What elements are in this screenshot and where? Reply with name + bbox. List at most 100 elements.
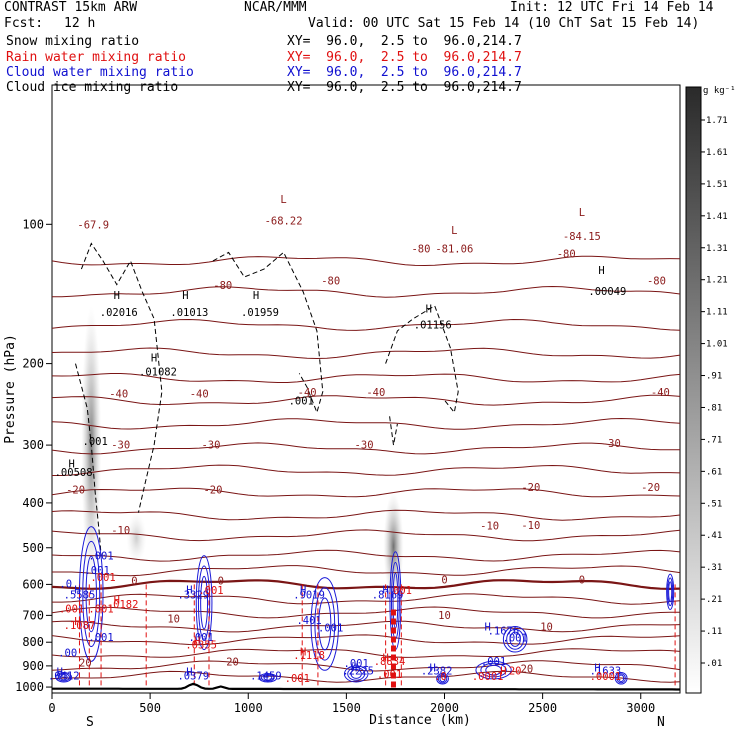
snow-ice-label-9: .00049 bbox=[588, 286, 626, 298]
rain-label-0: .001 bbox=[90, 572, 115, 584]
y-tick-label-2: 300 bbox=[22, 438, 44, 452]
y-tick-label-4: 500 bbox=[22, 541, 44, 555]
cloud-water-label-15: .00 bbox=[58, 648, 77, 660]
colorbar bbox=[685, 86, 702, 694]
colorbar-unit: g kg⁻¹ bbox=[703, 86, 736, 96]
snow-ice-label-0: H bbox=[114, 290, 120, 302]
snow-ice-label-6: H bbox=[426, 303, 432, 315]
colorbar-label-0: 1.71 bbox=[706, 116, 728, 126]
temperature-contour-1 bbox=[52, 285, 680, 298]
cloud-water-label-23: .1459 bbox=[250, 670, 282, 682]
snow-ice-label-10: H bbox=[151, 353, 157, 365]
temperature-label-17: -30 bbox=[111, 439, 130, 451]
temperature-label-36: 20 bbox=[226, 656, 239, 668]
plot-area bbox=[51, 84, 681, 694]
x-tick-label-5: 2500 bbox=[528, 701, 557, 715]
cloudwater-contour-0-2 bbox=[85, 555, 97, 633]
temperature-label-34: 10 bbox=[540, 622, 553, 634]
colorbar-label-14: .31 bbox=[706, 563, 722, 573]
temperature-contour-12 bbox=[52, 549, 680, 562]
ice-contour-2 bbox=[212, 251, 324, 414]
temperature-label-23: -20 bbox=[521, 482, 540, 494]
temperature-contour-15 bbox=[52, 593, 680, 605]
cloudwater-contour-7-0 bbox=[343, 665, 369, 683]
plot-content bbox=[52, 242, 680, 691]
colorbar-label-3: 1.41 bbox=[706, 212, 728, 222]
temperature-label-26: -10 bbox=[480, 521, 499, 533]
cloudwater-contour-2-1 bbox=[314, 587, 336, 661]
cloudwater-contour-9-2 bbox=[59, 674, 68, 681]
cloudwater-contour-5-2 bbox=[485, 664, 502, 676]
contour-labels: -67.9 L -68.22 L -81.06 L -84.15 -80 -80 -80 -80 -8… bbox=[48, 194, 670, 685]
rain-label-2: .0182 bbox=[107, 599, 139, 611]
cloud-water-label-16: H bbox=[485, 622, 491, 634]
cloud-water-label-29: .001 bbox=[481, 656, 506, 668]
rain-label-21: 20 bbox=[509, 666, 522, 678]
cloudwater-contour-11-0 bbox=[436, 673, 449, 685]
temperature-label-7: -80 bbox=[321, 276, 340, 288]
rain-label-6: .001 bbox=[88, 603, 113, 615]
temperature-label-11: -80 bbox=[557, 249, 576, 261]
cloud-water-label-5: H bbox=[186, 585, 192, 597]
rain-label-16: .0 bbox=[434, 671, 447, 683]
temperature-contour-14 bbox=[52, 579, 680, 591]
rain-label-14: .8834 bbox=[374, 656, 406, 668]
cloudwater-contour-10-1 bbox=[616, 673, 626, 684]
cloud-water-label-4: .5585 bbox=[64, 589, 96, 601]
snow-shading-1 bbox=[126, 512, 147, 564]
valid-time: Valid: 00 UTC Sat 15 Feb 14 (10 ChT Sat … bbox=[308, 16, 700, 31]
south-label: S bbox=[86, 715, 94, 730]
cloud-water-label-17: .1676 bbox=[488, 626, 520, 638]
x-tick-label-0: 0 bbox=[48, 701, 55, 715]
cloud-water-label-27: H bbox=[430, 662, 436, 674]
y-tick-label-0: 100 bbox=[22, 217, 44, 231]
colorbar-label-15: .21 bbox=[706, 595, 722, 605]
temperature-contour-5 bbox=[52, 394, 680, 406]
temperature-label-19: -30 bbox=[355, 439, 374, 451]
colorbar-label-6: 1.11 bbox=[706, 308, 728, 318]
cloud-water-label-19: H bbox=[57, 667, 63, 679]
colorbar-label-8: .91 bbox=[706, 372, 722, 382]
cloudwater-contour-8-1 bbox=[261, 673, 275, 682]
temperature-label-13: -40 bbox=[190, 389, 209, 401]
rain-label-18: .0001 bbox=[590, 671, 622, 683]
temperature-label-18: -30 bbox=[201, 439, 220, 451]
colorbar-label-17: .01 bbox=[706, 659, 722, 669]
cloudwater-contour-7-1 bbox=[347, 667, 366, 681]
temperature-contour-11 bbox=[52, 529, 680, 542]
cloud-water-label-14: .001 bbox=[189, 632, 214, 644]
rain-label-8: .1087 bbox=[64, 620, 96, 632]
y-tick-label-7: 800 bbox=[22, 635, 44, 649]
colorbar-ticks: 1.71 1.61 1.51 1.41 1.31 1.21 1.11 1.01 .91 .81 .7… bbox=[701, 116, 728, 669]
temperature-contour-9 bbox=[52, 487, 680, 498]
model-title: CONTRAST 15km ARW bbox=[4, 0, 138, 15]
cloudwater-contour-6-1 bbox=[667, 577, 674, 607]
colorbar-label-11: .61 bbox=[706, 467, 722, 477]
rain-label-15: .001 bbox=[377, 669, 402, 681]
field-snow-name: Snow mixing ratio bbox=[6, 34, 140, 49]
temperature-contour-18 bbox=[52, 634, 680, 646]
cloudwater-contour-7-2 bbox=[350, 668, 362, 679]
cloud-water-label-21: H bbox=[186, 667, 192, 679]
snow-ice-label-2: H bbox=[182, 290, 188, 302]
y-tick-label-6: 700 bbox=[22, 608, 44, 622]
cloudwater-contour-4-0 bbox=[502, 626, 528, 653]
temperature-label-2: -68.22 bbox=[265, 215, 303, 227]
x-axis: 0 500 1000 1500 2000 2500 3000 bbox=[48, 693, 655, 715]
ice-contour-1 bbox=[75, 363, 102, 556]
temperature-label-31: 0 bbox=[579, 574, 585, 586]
cloudwater-contour-4-2 bbox=[509, 631, 521, 647]
y-tick-label-5: 600 bbox=[22, 577, 44, 591]
temperature-contour-7 bbox=[52, 442, 680, 455]
cloud-water-label-7: H bbox=[300, 585, 306, 597]
temperature-label-20: -30 bbox=[602, 438, 621, 450]
rain-label-17: .0001 bbox=[472, 671, 504, 683]
cloud-water-label-28: .2382 bbox=[421, 666, 453, 678]
snow-ice-label-7: .01156 bbox=[414, 320, 452, 332]
rain-label-13: H bbox=[382, 652, 388, 664]
colorbar-label-7: 1.01 bbox=[706, 340, 728, 350]
temperature-label-9: -80 bbox=[213, 280, 232, 292]
temperature-label-28: 0 bbox=[131, 575, 137, 587]
rain-label-10: .0355 bbox=[185, 639, 217, 651]
